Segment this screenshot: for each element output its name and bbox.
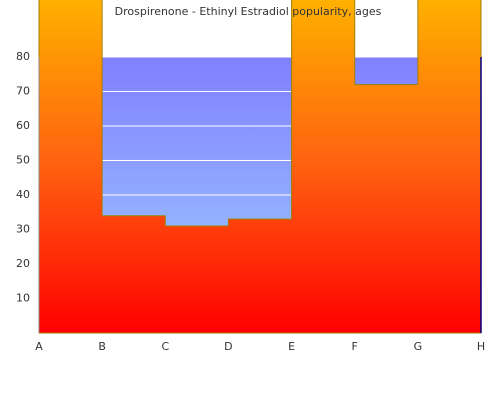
y-tick-label: 40 (16, 188, 30, 201)
x-tick-label: E (288, 340, 295, 353)
y-tick-label: 50 (16, 154, 30, 167)
y-tick-label: 30 (16, 223, 30, 236)
chart-title: Drospirenone - Ethinyl Estradiol popular… (115, 5, 382, 18)
x-tick-label: D (224, 340, 232, 353)
area (38, 0, 482, 334)
x-tick-label: H (477, 340, 485, 353)
x-tick-label: G (414, 340, 423, 353)
x-tick-label: A (35, 340, 43, 353)
x-tick-label: F (352, 340, 358, 353)
y-tick-label: 80 (16, 50, 30, 63)
y-tick-label: 10 (16, 292, 30, 305)
y-tick-label: 70 (16, 85, 30, 98)
x-tick-label: B (98, 340, 106, 353)
x-tick-label: C (161, 340, 169, 353)
y-tick-label: 60 (16, 119, 30, 132)
y-tick-label: 20 (16, 257, 30, 270)
